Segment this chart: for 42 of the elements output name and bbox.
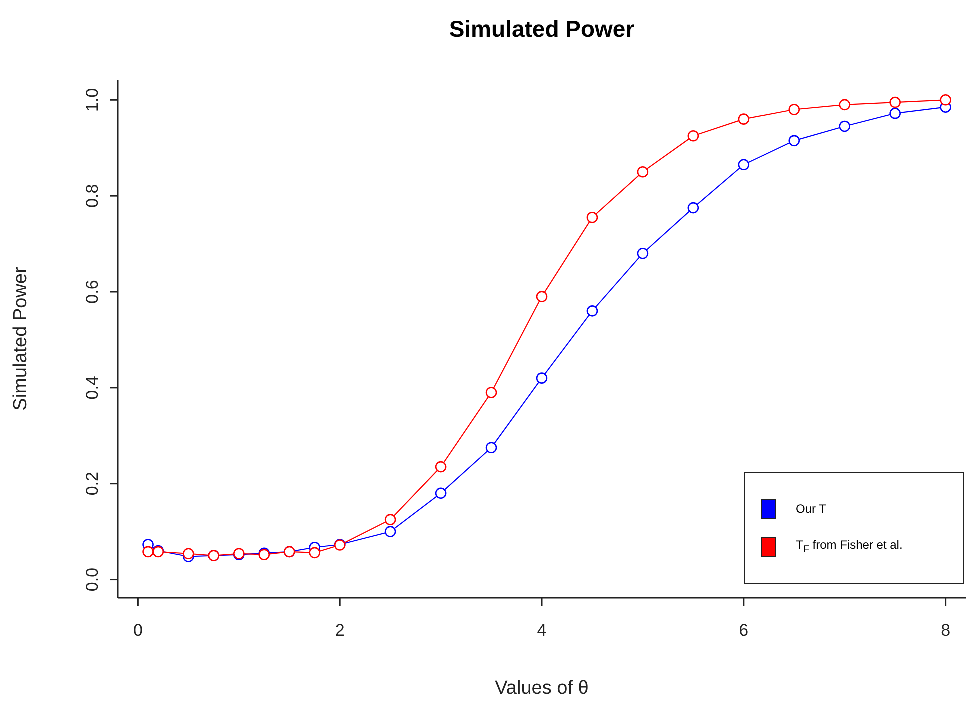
y-tick-label: 1.0 — [83, 88, 102, 112]
point — [536, 372, 548, 384]
point — [536, 291, 548, 302]
x-axis-title: Values of θ — [495, 678, 589, 699]
point — [142, 546, 154, 558]
point — [890, 96, 901, 108]
y-tick-label: 0.0 — [83, 568, 102, 592]
x-tick-label: 8 — [941, 621, 951, 640]
y-tick-label: 0.2 — [83, 472, 102, 496]
x-tick-label: 0 — [133, 621, 143, 640]
chart-title: Simulated Power — [448, 16, 636, 43]
x-tick-label: 2 — [335, 621, 345, 640]
point — [435, 461, 447, 473]
point — [839, 99, 851, 111]
point — [788, 104, 800, 116]
point — [738, 114, 750, 125]
y-axis-title: Simulated Power — [10, 266, 32, 411]
point — [839, 120, 851, 132]
point — [586, 306, 598, 317]
point — [637, 166, 649, 178]
point — [688, 130, 700, 142]
point — [486, 387, 498, 398]
point — [637, 248, 649, 260]
legend-label: T$_{F}$ from Fisher et al. — [796, 538, 903, 556]
y-tick-label: 0.6 — [83, 280, 102, 304]
legend-label: Our T — [796, 502, 826, 516]
point — [788, 135, 800, 147]
x-tick-label: 6 — [739, 621, 749, 640]
point — [940, 94, 952, 106]
y-tick-label: 0.8 — [83, 184, 102, 208]
point — [384, 526, 396, 538]
point — [890, 108, 901, 120]
point — [309, 547, 321, 559]
point — [688, 202, 700, 214]
point — [586, 212, 598, 224]
point — [435, 488, 447, 500]
point — [738, 159, 750, 171]
point — [486, 442, 498, 454]
point — [384, 514, 396, 526]
y-tick-label: 0.4 — [83, 376, 102, 400]
x-tick-label: 4 — [537, 621, 547, 640]
point — [183, 548, 194, 560]
